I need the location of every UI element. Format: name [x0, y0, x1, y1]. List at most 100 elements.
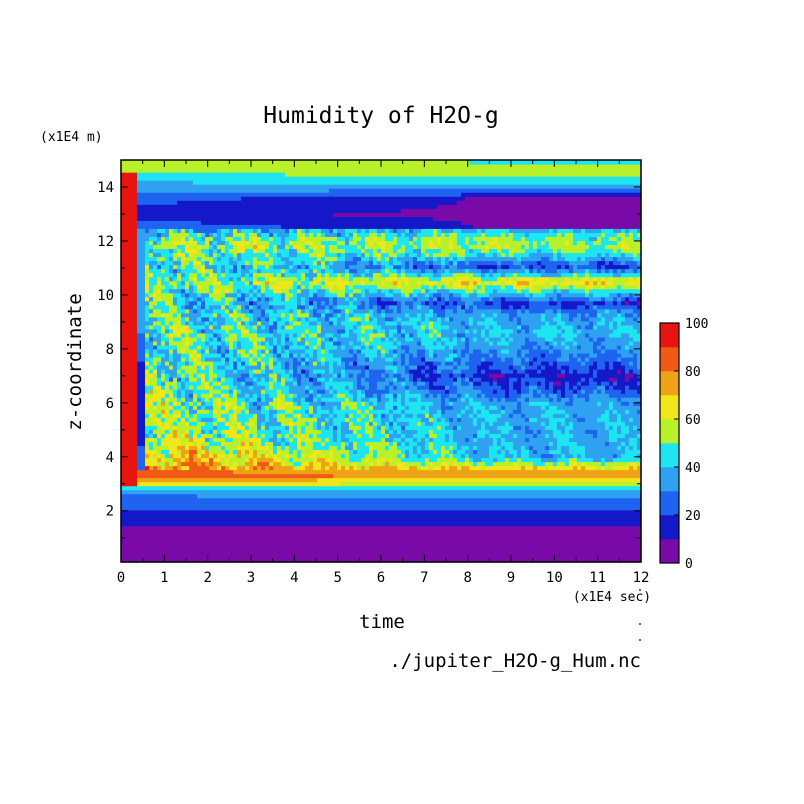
heatmap-cell: [281, 220, 286, 225]
heatmap-cell: [209, 421, 214, 426]
heatmap-cell: [293, 292, 298, 298]
heatmap-cell: [201, 328, 206, 334]
heatmap-cell: [125, 176, 130, 181]
heatmap-cell: [173, 493, 178, 499]
heatmap-cell: [141, 417, 146, 422]
heatmap-cell: [121, 216, 126, 221]
heatmap-cell: [297, 176, 302, 181]
heatmap-cell: [225, 365, 230, 370]
heatmap-cell: [313, 361, 318, 366]
heatmap-cell: [205, 389, 210, 394]
heatmap-cell: [225, 449, 230, 455]
heatmap-cell: [217, 393, 222, 398]
heatmap-cell: [297, 184, 302, 189]
heatmap-cell: [121, 401, 126, 406]
heatmap-cell: [213, 433, 218, 438]
heatmap-cell: [193, 200, 198, 205]
heatmap-cell: [169, 212, 174, 217]
heatmap-cell: [189, 272, 194, 278]
heatmap-cell: [201, 272, 206, 278]
heatmap-cell: [289, 268, 294, 274]
heatmap-cell: [241, 429, 246, 434]
heatmap-cell: [297, 260, 302, 266]
heatmap-cell: [213, 352, 218, 358]
heatmap-cell: [133, 212, 138, 217]
heatmap-cell: [317, 260, 322, 266]
heatmap-cell: [237, 284, 242, 290]
heatmap-cell: [313, 192, 318, 197]
heatmap-cell: [249, 188, 254, 193]
heatmap-cell: [213, 296, 218, 302]
heatmap-cell: [253, 541, 258, 547]
heatmap-cell: [197, 192, 202, 197]
heatmap-cell: [305, 445, 310, 451]
heatmap-cell: [173, 212, 178, 217]
heatmap-cell: [217, 449, 222, 455]
heatmap-cell: [209, 469, 214, 475]
heatmap-cell: [293, 505, 298, 511]
heatmap-cell: [153, 308, 158, 314]
heatmap-cell: [301, 312, 306, 318]
heatmap-cell: [253, 549, 258, 555]
heatmap-cell: [121, 509, 126, 515]
heatmap-cell: [289, 188, 294, 193]
heatmap-cell: [137, 184, 142, 189]
heatmap-cell: [217, 332, 222, 338]
heatmap-cell: [261, 453, 266, 459]
heatmap-cell: [313, 489, 318, 495]
heatmap-cell: [205, 405, 210, 410]
heatmap-cell: [305, 493, 310, 499]
heatmap-cell: [225, 320, 230, 326]
heatmap-cell: [309, 248, 314, 254]
heatmap-cell: [169, 553, 174, 559]
heatmap-cell: [253, 409, 258, 414]
heatmap-cell: [249, 501, 254, 507]
heatmap-cell: [197, 489, 202, 495]
heatmap-cell: [249, 429, 254, 434]
heatmap-cell: [241, 477, 246, 483]
heatmap-cell: [233, 541, 238, 547]
heatmap-cell: [133, 513, 138, 519]
heatmap-cell: [297, 453, 302, 459]
heatmap-cell: [261, 296, 266, 302]
heatmap-cell: [141, 304, 146, 310]
heatmap-cell: [129, 377, 134, 382]
heatmap-cell: [253, 505, 258, 511]
heatmap-cell: [273, 180, 278, 185]
heatmap-cell: [189, 228, 194, 233]
heatmap-cell: [189, 413, 194, 418]
heatmap-cell: [121, 361, 126, 366]
heatmap-cell: [277, 180, 282, 185]
heatmap-cell: [137, 228, 142, 233]
heatmap-cell: [133, 381, 138, 386]
heatmap-cell: [233, 361, 238, 366]
heatmap-cell: [205, 316, 210, 322]
heatmap-cell: [177, 433, 182, 438]
heatmap-cell: [197, 389, 202, 394]
heatmap-cell: [309, 352, 314, 358]
heatmap-cell: [181, 308, 186, 314]
heatmap-cell: [209, 429, 214, 434]
heatmap-cell: [177, 208, 182, 213]
heatmap-cell: [265, 485, 270, 491]
heatmap-cell: [213, 441, 218, 447]
heatmap-cell: [149, 332, 154, 338]
heatmap-cell: [225, 324, 230, 330]
heatmap-cell: [149, 461, 154, 467]
heatmap-cell: [241, 521, 246, 527]
heatmap-cell: [125, 188, 130, 193]
heatmap-cell: [137, 413, 142, 418]
heatmap-cell: [149, 401, 154, 406]
heatmap-cell: [125, 268, 130, 274]
heatmap-cell: [201, 377, 206, 382]
heatmap-cell: [301, 184, 306, 189]
heatmap-cell: [189, 389, 194, 394]
heatmap-cell: [265, 453, 270, 459]
heatmap-cell: [221, 417, 226, 422]
heatmap-cell: [273, 413, 278, 418]
heatmap-cell: [261, 276, 266, 282]
heatmap-cell: [217, 509, 222, 515]
heatmap-cell: [273, 240, 278, 246]
heatmap-cell: [277, 521, 282, 527]
heatmap-cell: [221, 240, 226, 246]
